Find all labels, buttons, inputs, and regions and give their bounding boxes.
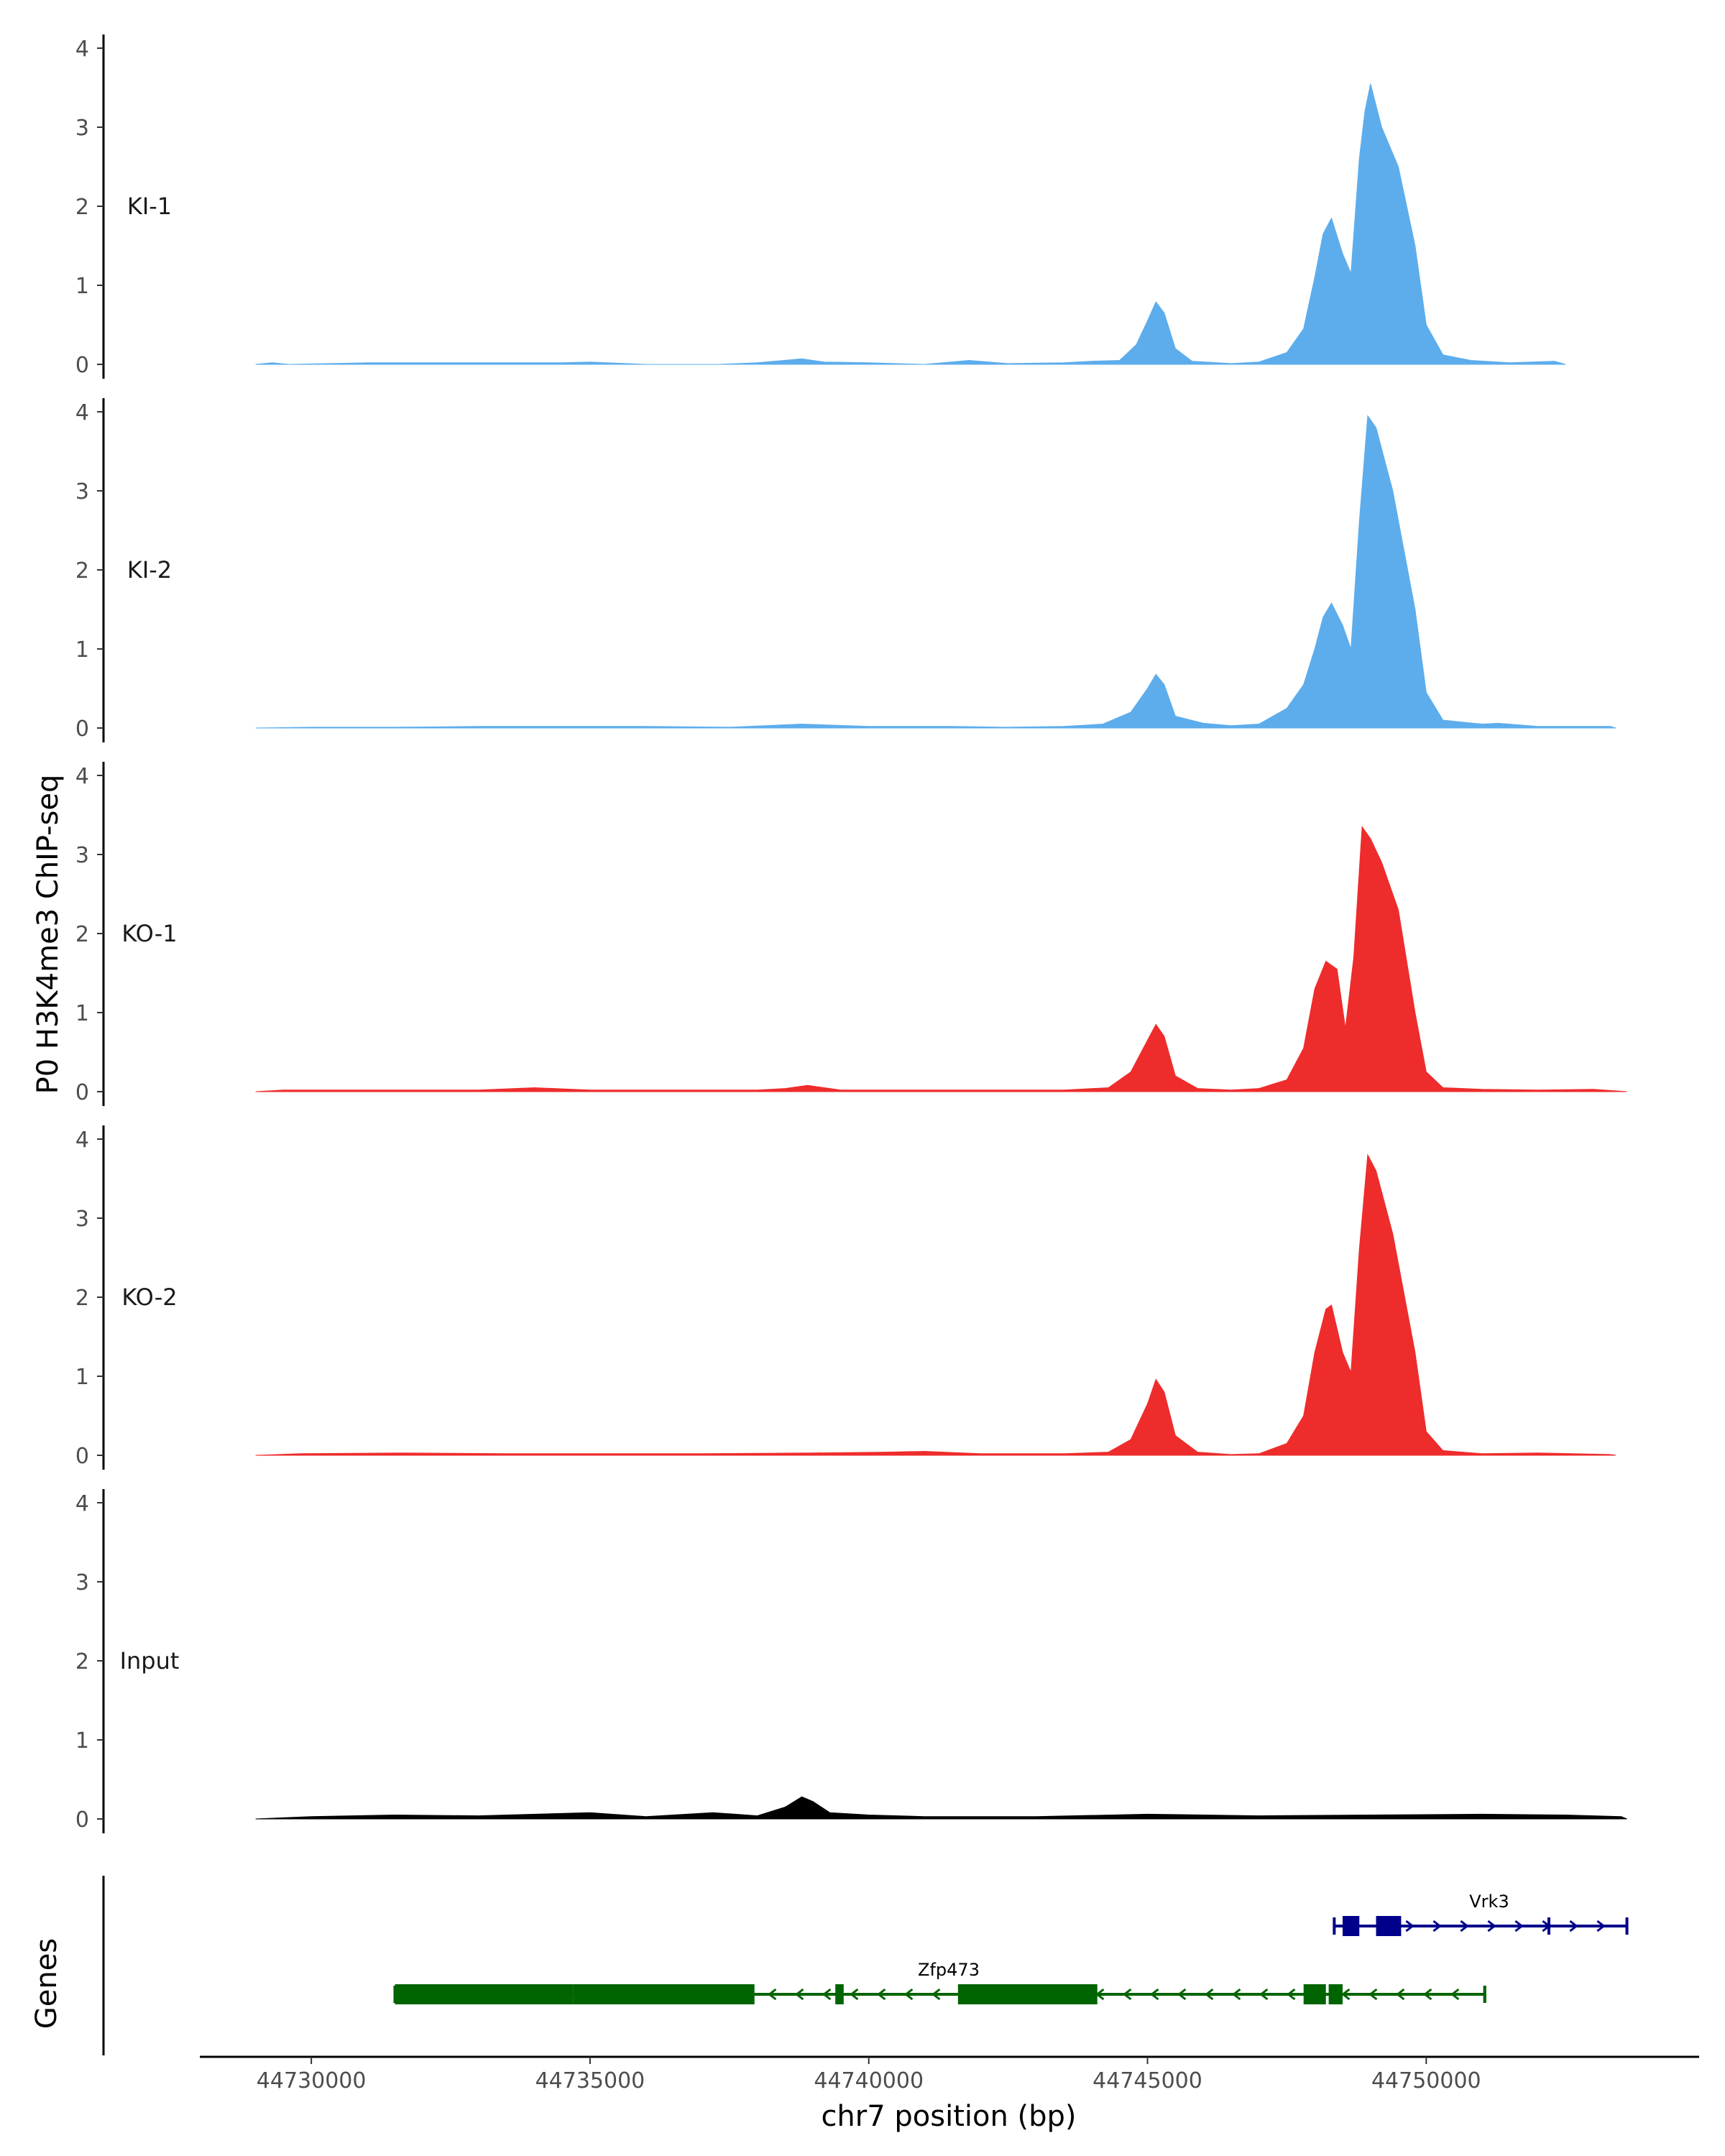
strand-arrow: [1232, 1988, 1241, 2001]
strand-arrow: [1341, 1988, 1351, 2001]
strand-arrow: [768, 1988, 777, 2001]
strand-arrow: [1205, 1988, 1214, 2001]
strand-arrow: [1569, 1920, 1578, 1932]
exon: [1328, 1984, 1343, 2004]
exon: [395, 1984, 574, 2004]
y-tick-label: 0: [75, 353, 89, 378]
y-tick-label: 3: [75, 1570, 89, 1595]
y-tick-label: 3: [75, 1207, 89, 1232]
x-tick-label: 44745000: [1092, 2068, 1202, 2093]
x-tick-label: 44740000: [814, 2068, 924, 2093]
exon: [1342, 1916, 1360, 1936]
x-tick-label: 44750000: [1371, 2068, 1481, 2093]
strand-arrow: [1596, 1920, 1606, 1932]
track-ki-2: 0 1 2 3 4 KI-2: [75, 398, 1616, 742]
strand-arrow: [822, 1988, 832, 2001]
strand-arrow: [1259, 1988, 1269, 2001]
exon: [1376, 1916, 1402, 1936]
signal-area-input: [255, 1796, 1627, 1820]
y-tick-label: 3: [75, 116, 89, 141]
track-label: KO-2: [121, 1284, 177, 1311]
y-tick-label: 2: [75, 922, 89, 947]
x-axis-title: chr7 position (bp): [821, 2100, 1076, 2133]
x-tick-label: 44735000: [535, 2068, 645, 2093]
strand-arrow: [1423, 1988, 1432, 2001]
y-tick-label: 1: [75, 1001, 89, 1026]
exon: [573, 1984, 755, 2004]
strand-arrow: [1432, 1920, 1442, 1932]
y-axis-title: P0 H3K4me3 ChIP-seq: [32, 775, 65, 1095]
signal-area-ki-1: [255, 83, 1566, 365]
y-tick-label: 4: [75, 1491, 89, 1516]
y-tick-label: 2: [75, 195, 89, 220]
track-ko-1: 0 1 2 3 4 KO-1: [75, 762, 1627, 1106]
gene-label: Vrk3: [1469, 1892, 1509, 1912]
y-tick-label: 2: [75, 558, 89, 584]
gene-zfp473: Zfp473: [393, 1960, 1486, 2004]
gene-label: Zfp473: [918, 1960, 980, 1980]
signal-area-ki-2: [255, 415, 1616, 729]
signal-area-ko-1: [255, 826, 1627, 1092]
strand-arrow: [904, 1988, 914, 2001]
gene-track: Vrk3 Zfp473: [102, 1876, 1629, 2055]
strand-arrow: [1450, 1988, 1460, 2001]
exon: [1303, 1984, 1326, 2004]
strand-arrow: [1396, 1988, 1405, 2001]
strand-arrow: [795, 1988, 804, 2001]
y-tick-label: 2: [75, 1649, 89, 1674]
strand-arrow: [1368, 1988, 1378, 2001]
strand-arrow: [1460, 1920, 1469, 1932]
strand-arrow: [850, 1988, 859, 2001]
strand-arrow: [1287, 1988, 1296, 2001]
strand-arrow: [1514, 1920, 1524, 1932]
x-tick-label: 44730000: [257, 2068, 367, 2093]
y-tick-label: 0: [75, 1080, 89, 1105]
track-label: Input: [120, 1647, 180, 1674]
x-axis: 44730000 44735000 44740000 44745000 44750000: [200, 2055, 1699, 2093]
y-tick-label: 0: [75, 717, 89, 742]
y-tick-label: 1: [75, 1728, 89, 1754]
track-label: KI-2: [127, 556, 172, 584]
y-tick-label: 3: [75, 843, 89, 868]
y-tick-label: 0: [75, 1444, 89, 1469]
y-tick-label: 4: [75, 37, 89, 62]
y-tick-label: 2: [75, 1286, 89, 1311]
track-ki-1: 0 1 2 3 4 KI-1: [75, 34, 1566, 379]
y-tick-label: 4: [75, 1128, 89, 1153]
y-tick-label: 4: [75, 400, 89, 425]
track-ko-2: 0 1 2 3 4 KO-2: [75, 1125, 1616, 1470]
track-label: KO-1: [121, 920, 177, 947]
y-tick-label: 3: [75, 479, 89, 505]
signal-tracks: 0 1 2 3 4 KI-1 0 1 2 3 4 KI-2 0 1 2 3 4 KO-1 0 1 2 3 4 KO-2 0 1 2 3…: [75, 34, 1627, 1833]
strand-arrow: [1405, 1920, 1414, 1932]
strand-arrow: [1123, 1988, 1132, 2001]
y-tick-label: 1: [75, 274, 89, 299]
strand-arrow: [1150, 1988, 1159, 2001]
y-tick-label: 1: [75, 637, 89, 663]
gene-vrk3: Vrk3: [1333, 1892, 1629, 1936]
strand-arrow: [1487, 1920, 1496, 1932]
y-tick-label: 1: [75, 1365, 89, 1390]
genes-track-label: Genes: [30, 1938, 63, 2029]
y-tick-label: 4: [75, 764, 89, 789]
signal-area-ko-2: [255, 1153, 1616, 1456]
exon: [835, 1984, 844, 2004]
exon: [957, 1984, 1098, 2004]
strand-arrow: [1177, 1988, 1187, 2001]
strand-arrow: [932, 1988, 941, 2001]
strand-arrow: [877, 1988, 886, 2001]
track-label: KI-1: [127, 193, 172, 220]
track-input: 0 1 2 3 4 Input: [75, 1489, 1627, 1833]
y-tick-label: 0: [75, 1807, 89, 1833]
